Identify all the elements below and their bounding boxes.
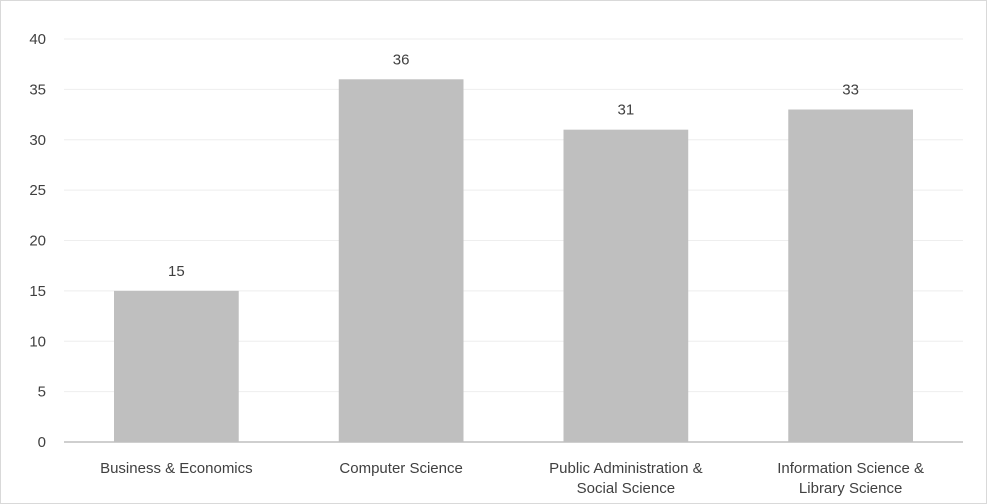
y-tick-label: 0 bbox=[38, 434, 46, 451]
data-labels: 15 36 31 33 bbox=[168, 51, 859, 280]
x-category-label-line: Information Science & bbox=[777, 460, 924, 477]
x-category-label: Business & Economics bbox=[100, 460, 253, 477]
y-axis-ticks: 0 5 10 15 20 25 30 35 40 bbox=[29, 31, 46, 451]
y-tick-label: 20 bbox=[29, 233, 46, 250]
x-category-label: Information Science & Library Science bbox=[777, 460, 924, 497]
data-label: 31 bbox=[618, 102, 635, 119]
data-label: 33 bbox=[842, 82, 859, 99]
y-tick-label: 10 bbox=[29, 333, 46, 350]
bar bbox=[338, 79, 464, 443]
y-tick-label: 5 bbox=[38, 384, 46, 401]
bars bbox=[114, 79, 913, 443]
category-labels: Business & Economics Computer Science Publ… bbox=[100, 460, 924, 497]
x-category-label-line: Business & Economics bbox=[100, 460, 253, 477]
x-category-label-line: Public Administration & bbox=[549, 460, 702, 477]
x-category-label-line: Computer Science bbox=[339, 460, 462, 477]
y-tick-label: 30 bbox=[29, 132, 46, 149]
y-tick-label: 40 bbox=[29, 31, 46, 48]
data-label: 15 bbox=[168, 263, 185, 280]
x-category-label-line: Social Science bbox=[577, 480, 675, 497]
bar bbox=[114, 290, 239, 442]
bar bbox=[563, 129, 689, 443]
y-tick-label: 15 bbox=[29, 283, 46, 300]
y-tick-label: 35 bbox=[29, 81, 46, 98]
x-category-label: Public Administration & Social Science bbox=[549, 460, 702, 497]
y-tick-label: 25 bbox=[29, 182, 46, 199]
data-label: 36 bbox=[393, 51, 410, 68]
x-category-label-line: Library Science bbox=[799, 480, 902, 497]
bar bbox=[788, 109, 913, 443]
x-category-label: Computer Science bbox=[339, 460, 462, 477]
